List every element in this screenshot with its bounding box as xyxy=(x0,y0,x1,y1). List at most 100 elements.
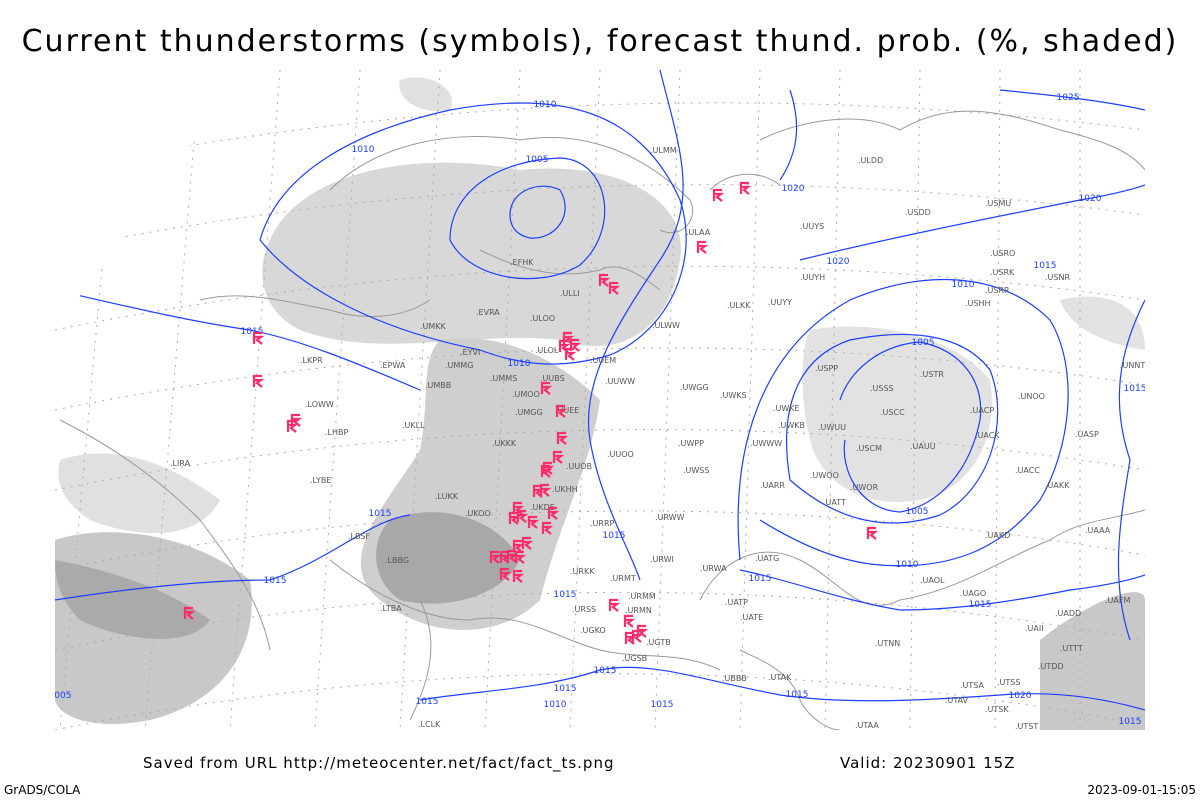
station-label: .UUWW xyxy=(605,377,635,386)
probability-area xyxy=(262,162,681,347)
isobar-label: 1010 xyxy=(508,359,531,369)
valid-time: Valid: 20230901 15Z xyxy=(840,754,1016,772)
probability-area xyxy=(1060,296,1145,350)
probability-area xyxy=(802,326,992,502)
station-label: .UATE xyxy=(740,613,763,622)
thunderstorm-symbol-icon xyxy=(866,526,879,540)
station-label: .USDD xyxy=(905,208,931,217)
station-label: .UAKD xyxy=(985,531,1010,540)
station-label: .UTNN xyxy=(875,639,900,648)
station-label: .ULLI xyxy=(560,289,580,298)
isobar-label: 1015 xyxy=(554,590,577,600)
station-label: .UATP xyxy=(725,598,748,607)
station-label: .USRK xyxy=(990,268,1015,277)
station-label: .UWSS xyxy=(683,466,709,475)
station-label: .LCLK xyxy=(418,720,441,729)
station-label: .UAUU xyxy=(910,442,936,451)
isobar-label: 1010 xyxy=(534,100,557,110)
station-label: .UKHH xyxy=(552,485,578,494)
station-label: .LUKK xyxy=(435,492,459,501)
station-label: .UATT xyxy=(823,498,846,507)
station-label: .LBSF xyxy=(348,532,370,541)
thunderstorm-symbol-icon xyxy=(286,419,299,433)
probability-shading xyxy=(55,77,1145,730)
isobar-label: 1010 xyxy=(544,700,567,710)
coastline xyxy=(479,249,661,291)
station-label: .URWA xyxy=(700,564,727,573)
coastline xyxy=(409,599,432,721)
station-label: .LOWW xyxy=(305,400,334,409)
isobar-label: 1010 xyxy=(352,145,375,155)
isobar-line xyxy=(737,278,1069,567)
isobar-line xyxy=(799,184,1145,261)
isobar-line xyxy=(587,70,684,581)
station-label: .UKOO xyxy=(465,509,491,518)
station-label: .UUYH xyxy=(800,273,825,282)
station-label: .UTSS xyxy=(997,678,1020,687)
isobar-label: 1015 xyxy=(554,684,577,694)
station-label: .USRO xyxy=(990,249,1015,258)
thunderstorm-symbol-icon xyxy=(514,550,527,564)
station-label: .UNOO xyxy=(1018,392,1045,401)
software-credit: GrADS/COLA xyxy=(4,783,81,797)
station-label: .URKK xyxy=(570,567,595,576)
station-label: .URMN xyxy=(625,606,652,615)
thunderstorm-symbol-icon xyxy=(598,273,611,287)
thunderstorm-symbol-icon xyxy=(541,521,554,535)
station-label: .UNNT xyxy=(1120,361,1145,370)
thunderstorm-symbol-icon xyxy=(532,484,545,498)
station-labels: .EFHK .ULMM .ULOO .ULLI .ULAA .ULDD .UUYS .USDD… xyxy=(170,146,1145,730)
station-label: .EYVI xyxy=(460,348,480,357)
thunderstorm-symbol-icon xyxy=(540,381,553,395)
coastline xyxy=(329,136,694,234)
station-label: .UTSK xyxy=(985,705,1009,714)
station-label: .UTSA xyxy=(960,681,985,690)
thunderstorm-symbol-icon xyxy=(624,631,637,645)
isobar-label: 1015 xyxy=(603,531,626,541)
thunderstorm-symbol-icon xyxy=(527,515,540,529)
station-label: .UMGG xyxy=(515,408,543,417)
isobar-label: 1005 xyxy=(49,691,72,701)
station-label: .UTAA xyxy=(855,721,879,730)
station-label: .URMT xyxy=(610,574,636,583)
station-label: .UWKE xyxy=(773,404,800,413)
isobar-label: 1015 xyxy=(264,576,287,586)
station-label: .UMOO xyxy=(512,390,540,399)
generated-timestamp: 2023-09-01-15:05 xyxy=(1087,783,1196,797)
isobar-label: 1005 xyxy=(912,338,935,348)
station-label: .UAII xyxy=(1025,624,1044,633)
station-label: .UBBB xyxy=(722,674,747,683)
meridian xyxy=(1160,70,1165,730)
station-label: .UUOO xyxy=(607,450,634,459)
probability-area xyxy=(399,77,452,111)
isobar-label: 1015 xyxy=(369,509,392,519)
map-area: .EFHK .ULMM .ULOO .ULLI .ULAA .ULDD .UUYS .USDD… xyxy=(49,70,1165,730)
station-label: .ULOL xyxy=(535,346,559,355)
isobar-line xyxy=(739,569,1145,611)
station-label: .UAOL xyxy=(920,576,945,585)
isobar-label: 1015 xyxy=(594,666,617,676)
station-label: .UUEM xyxy=(590,356,616,365)
thunderstorm-symbol-icon xyxy=(252,331,265,345)
source-url: Saved from URL http://meteocenter.net/fa… xyxy=(143,754,615,772)
station-label: .USHH xyxy=(965,299,991,308)
thunderstorm-symbol-icon xyxy=(512,569,525,583)
station-label: .EFHK xyxy=(510,258,534,267)
isobar-line xyxy=(509,185,566,239)
station-label: .LTBA xyxy=(380,604,402,613)
station-label: .LIRA xyxy=(170,459,191,468)
coastline xyxy=(699,509,1145,606)
thunderstorm-symbol-icon xyxy=(521,536,534,550)
thunderstorm-symbol-icon xyxy=(516,509,529,523)
station-label: .UGTB xyxy=(646,638,671,647)
isobar-line xyxy=(1117,299,1145,641)
station-label: .URWI xyxy=(650,555,674,564)
station-label: .UMMG xyxy=(445,361,473,370)
isobar-label: 1015 xyxy=(786,690,809,700)
isobar-line xyxy=(449,157,606,280)
isobar-label: 1010 xyxy=(896,560,919,570)
station-label: .UAFM xyxy=(1105,596,1130,605)
thunderstorm-symbol-icon xyxy=(569,338,582,352)
meridian xyxy=(59,70,121,730)
